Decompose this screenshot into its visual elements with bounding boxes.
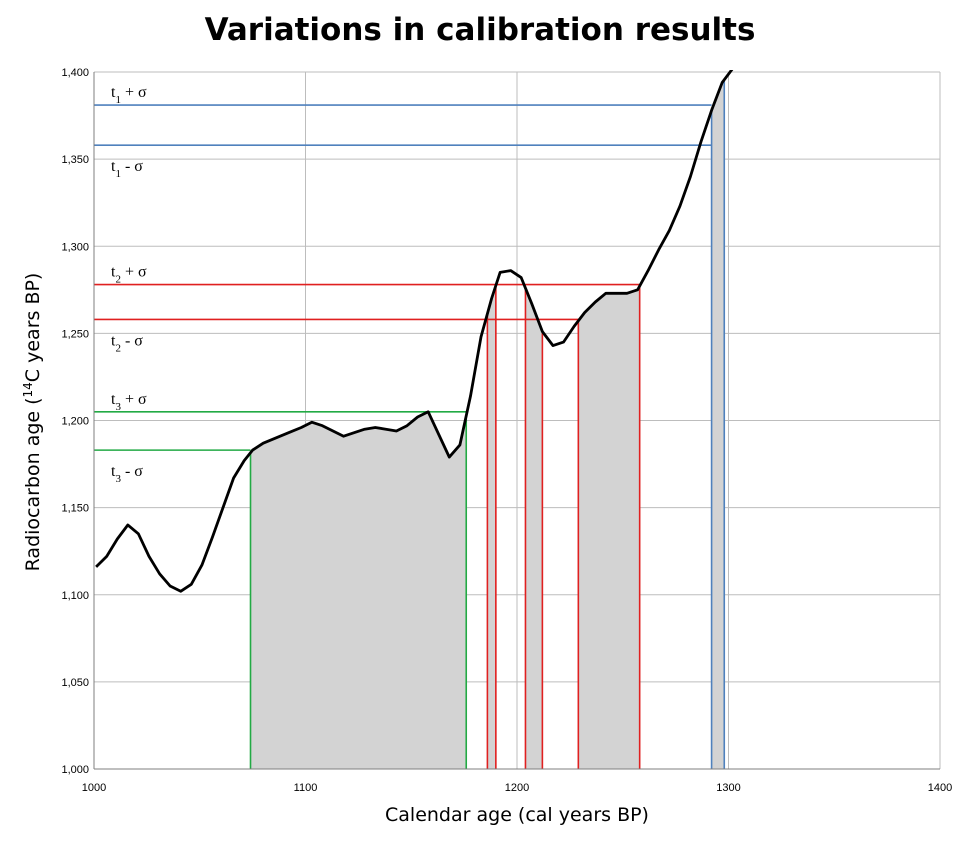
- y-axis-title-superscript: 14: [21, 382, 35, 397]
- y-tick-label: 1,250: [61, 328, 89, 340]
- x-tick-label: 1100: [294, 782, 318, 794]
- shaded-interval: [711, 79, 725, 769]
- x-tick-label: 1300: [716, 782, 740, 794]
- x-tick-label: 1200: [505, 782, 529, 794]
- chart-title: Variations in calibration results: [204, 12, 756, 48]
- shaded-interval: [525, 288, 543, 769]
- sigma-band-label: t1 + σ: [111, 84, 147, 106]
- y-tick-label: 1,350: [61, 154, 89, 166]
- y-tick-label: 1,300: [61, 241, 89, 253]
- y-tick-label: 1,200: [61, 416, 89, 428]
- calibration-curve: [95, 70, 734, 593]
- y-tick-label: 1,400: [61, 67, 89, 79]
- y-axis-title-part2: C years BP): [22, 273, 44, 383]
- shaded-interval: [578, 286, 640, 769]
- shaded-interval: [250, 411, 467, 769]
- y-tick-label: 1,000: [61, 764, 89, 776]
- shaded-intervals: [250, 79, 725, 769]
- x-axis-title: Calendar age (cal years BP): [385, 804, 649, 826]
- y-tick-label: 1,100: [61, 590, 89, 602]
- x-tick-label: 1400: [928, 782, 952, 794]
- sigma-band-label: t1 - σ: [111, 158, 143, 180]
- y-tick-label: 1,150: [61, 503, 89, 515]
- sigma-band-label: t3 - σ: [111, 463, 143, 485]
- y-tick-label: 1,050: [61, 677, 89, 689]
- y-axis-title-part1: Radiocarbon age (: [22, 397, 44, 571]
- grid-lines: [93, 71, 941, 770]
- sigma-band-lines: [94, 79, 726, 769]
- sigma-band-label: t3 + σ: [111, 391, 147, 413]
- sigma-band-label: t2 - σ: [111, 332, 143, 354]
- y-axis-title: Radiocarbon age (14C years BP): [21, 273, 44, 572]
- shaded-interval: [487, 285, 496, 769]
- calibration-curve-layer: [95, 70, 734, 593]
- sigma-band-label: t2 + σ: [111, 264, 147, 286]
- axes: [93, 72, 940, 770]
- x-tick-label: 1000: [82, 782, 106, 794]
- tick-labels: 1,000 1,050 1,100 1,150 1,200 1,250 1,300 1,350…: [61, 67, 952, 794]
